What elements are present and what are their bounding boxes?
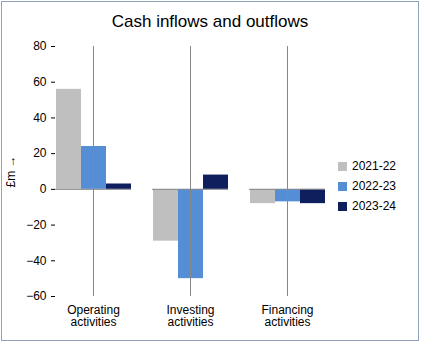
svg-text:£m →: £m → (4, 155, 18, 187)
svg-text:20: 20 (33, 146, 47, 160)
svg-text:−20: −20 (26, 218, 47, 232)
svg-text:−40: −40 (26, 254, 47, 268)
svg-text:40: 40 (33, 111, 47, 125)
html-text:2022-23: 2022-23 (352, 179, 396, 193)
html-text:2021-22: 2021-22 (352, 159, 396, 173)
svg-text:60: 60 (33, 75, 47, 89)
svg-text:Operatingactivities: Operatingactivities (67, 303, 120, 329)
html-text:Cash inflows and outflows: Cash inflows and outflows (111, 12, 309, 31)
html-text:2023-24: 2023-24 (352, 199, 396, 213)
svg-text:Investingactivities: Investingactivities (166, 303, 214, 329)
svg-text:0: 0 (40, 182, 47, 196)
svg-text:Financingactivities: Financingactivities (261, 303, 313, 329)
svg-text:−60: −60 (26, 289, 47, 303)
svg-text:80: 80 (33, 39, 47, 53)
